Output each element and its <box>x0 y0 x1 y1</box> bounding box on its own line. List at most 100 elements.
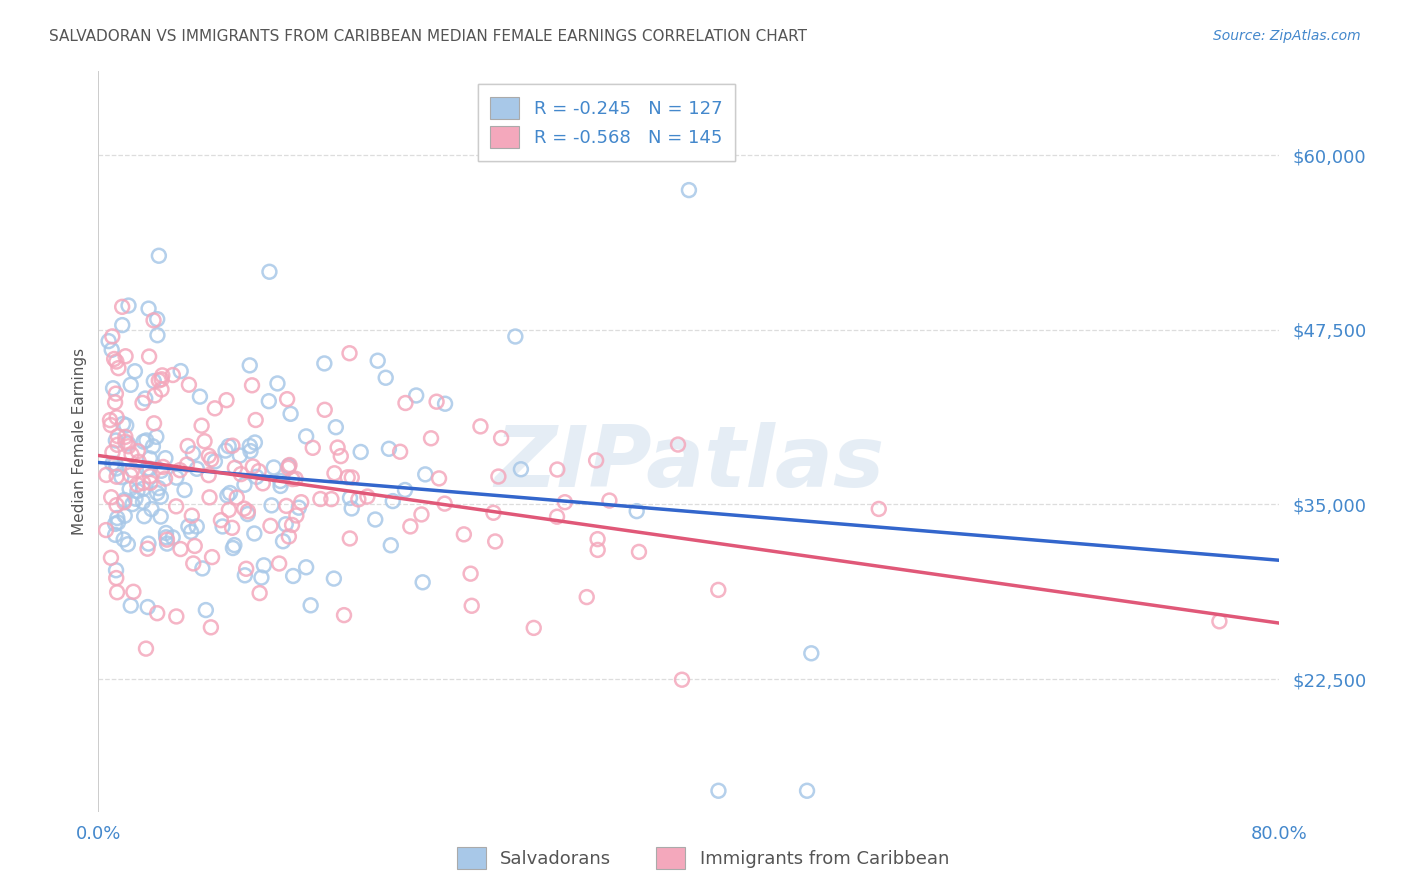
Point <box>249 586 271 600</box>
Point <box>105 571 128 585</box>
Point <box>94 523 117 537</box>
Point <box>110 470 132 484</box>
Point <box>98 413 121 427</box>
Point <box>131 396 153 410</box>
Y-axis label: Median Female Earnings: Median Female Earnings <box>72 348 87 535</box>
Point <box>575 590 598 604</box>
Point <box>156 533 179 547</box>
Point <box>121 463 143 477</box>
Legend: Salvadorans, Immigrants from Caribbean: Salvadorans, Immigrants from Caribbean <box>450 839 956 876</box>
Point <box>134 392 156 406</box>
Point <box>326 441 349 455</box>
Point <box>288 500 311 515</box>
Point <box>117 436 139 450</box>
Point <box>121 497 143 511</box>
Point <box>381 494 404 508</box>
Point <box>243 526 266 541</box>
Point <box>114 493 136 508</box>
Point <box>470 419 492 434</box>
Point <box>486 469 509 483</box>
Point <box>253 558 276 573</box>
Point <box>114 430 136 444</box>
Point <box>107 429 129 443</box>
Point <box>155 526 177 541</box>
Point <box>586 532 609 546</box>
Point <box>146 606 169 620</box>
Point <box>236 504 259 518</box>
Point <box>146 328 169 343</box>
Point <box>277 529 299 543</box>
Point <box>107 516 129 530</box>
Point <box>336 470 359 484</box>
Point <box>270 479 292 493</box>
Point <box>139 451 162 466</box>
Point <box>340 470 363 484</box>
Point <box>482 506 505 520</box>
Point <box>176 439 198 453</box>
Point <box>150 368 173 383</box>
Point <box>554 495 576 509</box>
Point <box>299 599 322 613</box>
Point <box>278 458 301 472</box>
Point <box>149 490 172 504</box>
Point <box>96 467 118 482</box>
Point <box>290 495 312 509</box>
Point <box>122 584 145 599</box>
Point <box>114 508 136 523</box>
Point <box>104 386 127 401</box>
Point <box>796 784 818 798</box>
Point <box>350 445 373 459</box>
Point <box>277 458 299 473</box>
Point <box>399 519 422 533</box>
Point <box>374 370 396 384</box>
Point <box>138 350 160 364</box>
Point <box>149 509 172 524</box>
Text: SALVADORAN VS IMMIGRANTS FROM CARIBBEAN MEDIAN FEMALE EARNINGS CORRELATION CHART: SALVADORAN VS IMMIGRANTS FROM CARIBBEAN … <box>49 29 807 44</box>
Point <box>215 393 238 408</box>
Point <box>120 599 142 613</box>
Point <box>169 463 191 477</box>
Point <box>135 641 157 656</box>
Point <box>146 312 169 326</box>
Point <box>142 313 165 327</box>
Point <box>266 376 288 391</box>
Point <box>112 533 135 547</box>
Point <box>162 368 184 382</box>
Point <box>218 439 240 453</box>
Point <box>546 509 568 524</box>
Point <box>146 486 169 500</box>
Point <box>141 502 163 516</box>
Point <box>271 534 294 549</box>
Point <box>546 462 568 476</box>
Point <box>183 539 205 553</box>
Point <box>405 388 427 402</box>
Point <box>132 495 155 509</box>
Point <box>173 483 195 497</box>
Point <box>221 521 243 535</box>
Point <box>225 491 247 505</box>
Point <box>155 451 177 466</box>
Point <box>214 443 236 458</box>
Point <box>177 377 200 392</box>
Point <box>134 509 156 524</box>
Point <box>105 511 128 525</box>
Point <box>138 462 160 476</box>
Point <box>194 603 217 617</box>
Point <box>111 318 134 332</box>
Point <box>132 434 155 449</box>
Point <box>235 562 257 576</box>
Point <box>124 364 146 378</box>
Text: ZIPatlas: ZIPatlas <box>494 422 884 505</box>
Text: Source: ZipAtlas.com: Source: ZipAtlas.com <box>1213 29 1361 43</box>
Point <box>281 472 304 486</box>
Point <box>276 499 298 513</box>
Point <box>233 568 256 582</box>
Point <box>165 609 187 624</box>
Point <box>200 452 222 467</box>
Point <box>295 429 318 443</box>
Point <box>105 585 128 599</box>
Point <box>180 524 202 539</box>
Point <box>322 572 344 586</box>
Point <box>339 532 361 546</box>
Point <box>281 569 304 583</box>
